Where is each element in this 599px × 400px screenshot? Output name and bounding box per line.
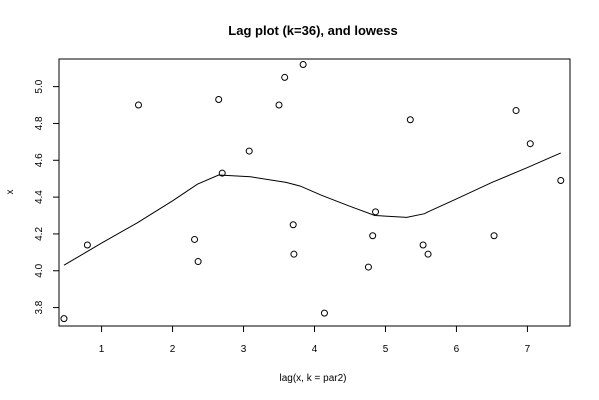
data-point (194, 258, 202, 266)
y-tick-label: 4.0 (34, 263, 45, 277)
y-tick-label: 4.4 (34, 190, 45, 204)
x-axis-label: lag(x, k = par2) (280, 373, 347, 384)
lowess-curve (63, 152, 562, 266)
x-tick-label: 2 (170, 344, 176, 355)
y-tick-label: 5.0 (34, 79, 45, 93)
data-point (83, 241, 91, 249)
chart-title: Lag plot (k=36), and lowess (228, 23, 397, 38)
data-point (245, 147, 253, 155)
y-tick-label: 4.2 (34, 227, 45, 241)
data-point (320, 309, 328, 317)
data-point (60, 315, 68, 323)
data-point (369, 232, 377, 240)
data-point (406, 116, 414, 124)
y-tick-label: 4.6 (34, 153, 45, 167)
data-point (289, 221, 297, 229)
x-tick-label: 7 (525, 344, 531, 355)
data-point (275, 101, 283, 109)
data-point (299, 61, 307, 69)
x-tick-label: 6 (454, 344, 460, 355)
data-point (372, 208, 380, 216)
data-point (490, 232, 498, 240)
data-point (512, 107, 520, 115)
data-point (215, 96, 223, 104)
data-point (281, 73, 289, 81)
data-point (557, 177, 565, 185)
x-axis: 1 2 3 4 5 6 7 (99, 326, 531, 355)
data-point (218, 169, 226, 177)
data-point (134, 101, 142, 109)
y-axis: 3.8 4.0 4.2 4.4 4.6 4.8 5.0 (34, 79, 59, 315)
x-tick-label: 5 (383, 344, 389, 355)
x-tick-label: 4 (312, 344, 318, 355)
data-point (419, 241, 427, 249)
x-tick-label: 3 (241, 344, 247, 355)
y-tick-label: 3.8 (34, 300, 45, 314)
data-point (290, 250, 298, 258)
y-axis-label: x (5, 190, 16, 195)
scatter-points (60, 61, 565, 323)
data-point (364, 263, 372, 271)
y-tick-label: 4.8 (34, 116, 45, 130)
data-point (424, 250, 432, 258)
data-point (191, 235, 199, 243)
x-tick-label: 1 (99, 344, 105, 355)
data-point (526, 140, 534, 148)
